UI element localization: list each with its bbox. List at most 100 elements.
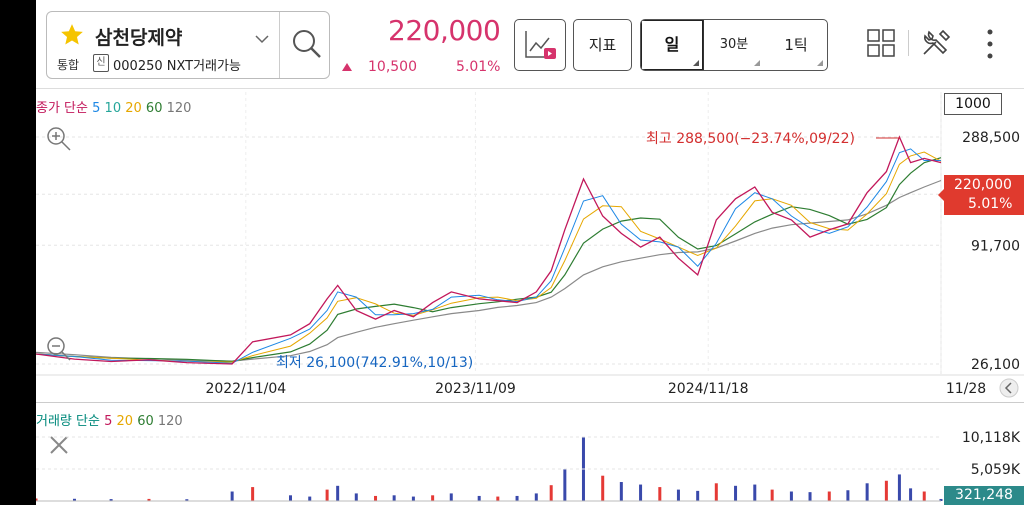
up-triangle-icon [342, 63, 352, 71]
period-30min-button[interactable]: 30분 [719, 37, 749, 52]
volume-bar [411, 496, 415, 501]
stock-code: 000250 NXT거래가능 [113, 59, 241, 74]
last-price-label: 220,000 [954, 177, 1012, 193]
volume-bar [230, 491, 234, 501]
volume-bar [789, 491, 793, 501]
high-annotation: 최고 288,500(−23.74%,09/22) [646, 131, 855, 147]
volume-bar [431, 495, 435, 501]
separator [36, 88, 1024, 89]
ma5-label: 5 [92, 101, 101, 116]
volume-bar [109, 499, 113, 501]
vol-ma120-label: 120 [157, 414, 183, 429]
ma10-label: 10 [104, 101, 122, 116]
price-change: 10,500 [368, 59, 417, 75]
zoom-icon[interactable] [46, 126, 72, 152]
volume-bar [534, 493, 538, 501]
volume-bar [354, 493, 358, 501]
close-icon[interactable] [48, 434, 70, 456]
price-change-pct: 5.01% [456, 59, 501, 75]
scale-box[interactable]: 1000 [944, 93, 1002, 115]
y-tick-label: 26,100 [971, 357, 1020, 373]
last-volume-tag: 321,248 [944, 486, 1024, 505]
volume-bar [676, 489, 680, 501]
zoom-icon[interactable] [46, 336, 72, 362]
period-1tick-button[interactable]: 1틱 [784, 36, 808, 54]
x-tick-label: 11/28 [946, 381, 986, 397]
chart-indicator-icon [525, 31, 556, 59]
indicator-button[interactable]: 지표 [573, 19, 632, 71]
close-line [36, 135, 942, 365]
volume-bar [288, 495, 292, 501]
volume-bar [601, 475, 605, 501]
y-tick-label: 288,500 [962, 130, 1020, 146]
search-icon[interactable] [291, 28, 323, 60]
volume-bar [496, 496, 500, 501]
volume-tick-label: 10,118K [962, 430, 1021, 446]
ma-legend-prefix: 종가 단순 [36, 101, 88, 116]
corner-mark [754, 60, 760, 66]
tools-icon[interactable] [920, 28, 952, 60]
ma-legend[interactable]: 종가 단순 5 10 20 60 120 [36, 97, 191, 116]
volume-bar [563, 469, 567, 501]
last-price-tag: 220,000 5.01% [938, 175, 1024, 215]
volume-bar [909, 488, 913, 501]
volume-bar [884, 480, 888, 501]
volume-tick-label: 5,059K [971, 462, 1021, 478]
ma120-line [36, 179, 942, 362]
volume-bar [336, 485, 340, 501]
chevron-down-icon[interactable] [255, 34, 269, 44]
volume-bar [251, 487, 255, 501]
stock-name: 삼천당제약 [95, 27, 183, 49]
vol-ma5-label: 5 [104, 414, 113, 429]
volume-bar [72, 498, 76, 501]
volume-bar [753, 484, 757, 501]
chevron-left-icon[interactable] [999, 378, 1023, 398]
volume-bar [147, 498, 151, 501]
volume-bar [897, 474, 901, 501]
period-day-button[interactable]: 일 [641, 20, 704, 70]
volume-bar [308, 496, 312, 501]
volume-bar [549, 485, 553, 501]
volume-bar [865, 483, 869, 501]
period-segment: 일 30분 1틱 [640, 19, 828, 71]
volume-bar [477, 495, 481, 501]
volume-bar [325, 489, 329, 501]
x-tick-label: 2024/11/18 [668, 381, 749, 397]
volume-bar [734, 485, 738, 501]
ma60-line [36, 157, 942, 363]
corner-mark [693, 60, 699, 66]
stock-selector[interactable]: 삼천당제약 통합 신 000250 NXT거래가능 [46, 11, 330, 79]
current-price: 220,000 [388, 14, 501, 47]
vol-ma60-label: 60 [137, 414, 154, 429]
separator [36, 402, 1024, 403]
volume-bar [449, 493, 453, 501]
tag-pointer [938, 189, 944, 201]
ma60-label: 60 [145, 101, 163, 116]
chart-indicator-button[interactable] [514, 19, 566, 71]
x-tick-label: 2023/11/09 [435, 381, 516, 397]
ma20-label: 20 [125, 101, 142, 116]
ma5-line [36, 148, 941, 364]
low-annotation: 최저 26,100(742.91%,10/13) [276, 355, 473, 371]
volume-legend[interactable]: 거래량 단순 5 20 60 120 [36, 410, 183, 429]
chart-app: 삼천당제약 통합 신 000250 NXT거래가능 220,000 10,500… [36, 0, 1024, 505]
volume-bar [185, 499, 189, 501]
vol-ma20-label: 20 [116, 414, 134, 429]
grid-icon[interactable] [866, 28, 898, 60]
volume-chart[interactable]: 10,118K 5,059K [36, 404, 1024, 505]
last-pct-label: 5.01% [968, 196, 1013, 212]
volume-bar [639, 484, 643, 501]
volume-bar [922, 491, 926, 501]
star-icon[interactable] [59, 22, 85, 48]
divider [908, 30, 909, 56]
volume-bar [714, 483, 718, 501]
ma120-label: 120 [166, 101, 192, 116]
volume-bar [658, 487, 662, 501]
volume-bar [770, 489, 774, 501]
more-vertical-icon[interactable] [984, 28, 996, 60]
divider [279, 12, 280, 78]
volume-bar [846, 490, 850, 501]
credit-badge: 신 [93, 54, 109, 72]
volume-bar [808, 492, 812, 501]
